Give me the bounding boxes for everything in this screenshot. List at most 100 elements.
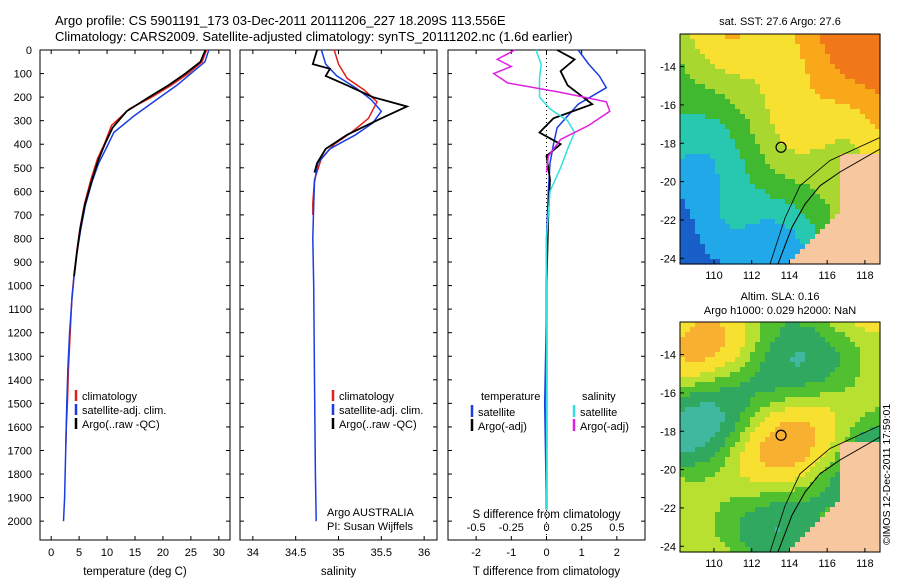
map-cell xyxy=(760,512,766,518)
map-cell xyxy=(750,392,756,398)
map-cell xyxy=(820,397,826,403)
map-cell xyxy=(775,417,781,423)
map-cell xyxy=(790,259,796,265)
map-cell xyxy=(840,134,846,140)
map-cell xyxy=(745,357,751,363)
map-cell xyxy=(705,109,711,115)
map-cell xyxy=(805,417,811,423)
map-cell xyxy=(760,467,766,473)
map-cell xyxy=(790,362,796,368)
map-cell xyxy=(870,377,876,383)
map-cell xyxy=(755,502,761,508)
map-cell xyxy=(865,124,871,130)
map-cell xyxy=(830,417,836,423)
map-cell xyxy=(690,452,696,458)
map-cell xyxy=(815,109,821,115)
map-cell xyxy=(770,372,776,378)
map-cell xyxy=(775,164,781,170)
map-cell xyxy=(830,362,836,368)
map-cell xyxy=(770,69,776,75)
map-cell xyxy=(865,382,871,388)
map-cell xyxy=(875,362,881,368)
map-cell xyxy=(695,114,701,120)
map-cell xyxy=(780,427,786,433)
map-cell xyxy=(810,184,816,190)
map-cell xyxy=(760,254,766,260)
map-cell xyxy=(800,512,806,518)
map-cell xyxy=(795,244,801,250)
map-cell xyxy=(740,129,746,135)
depth-tick-label: 1300 xyxy=(8,351,32,363)
map-cell xyxy=(850,442,856,448)
map-cell xyxy=(805,507,811,513)
map-cell xyxy=(785,347,791,353)
map-cell xyxy=(845,447,851,453)
map-cell xyxy=(725,114,731,120)
map-cell xyxy=(725,124,731,130)
map-cell xyxy=(830,49,836,55)
map-cell xyxy=(860,134,866,140)
map-cell xyxy=(850,362,856,368)
map-cell xyxy=(725,367,731,373)
map-cell xyxy=(700,184,706,190)
map-cell xyxy=(845,497,851,503)
map-cell xyxy=(770,114,776,120)
map-cell xyxy=(735,119,741,125)
map-cell xyxy=(860,532,866,538)
map-cell xyxy=(860,74,866,80)
map-cell xyxy=(755,332,761,338)
map-cell xyxy=(745,547,751,553)
map-cell xyxy=(820,327,826,333)
map-cell xyxy=(700,239,706,245)
map-cell xyxy=(845,164,851,170)
map-cell xyxy=(850,532,856,538)
map-cell xyxy=(805,322,811,328)
map-cell xyxy=(860,347,866,353)
map-cell xyxy=(870,39,876,45)
map-cell xyxy=(870,472,876,478)
map-cell xyxy=(695,437,701,443)
map-cell xyxy=(840,422,846,428)
map-cell xyxy=(715,34,721,40)
map-cell xyxy=(850,94,856,100)
s-diff-tick-label: 0.5 xyxy=(609,522,624,534)
map-cell xyxy=(745,352,751,358)
map-cell xyxy=(775,79,781,85)
map-cell xyxy=(700,174,706,180)
map-cell xyxy=(690,457,696,463)
map-cell xyxy=(690,422,696,428)
map-cell xyxy=(745,144,751,150)
map-cell xyxy=(815,99,821,105)
map-cell xyxy=(870,49,876,55)
map-cell xyxy=(720,214,726,220)
map-cell xyxy=(825,397,831,403)
map-cell xyxy=(695,377,701,383)
map-cell xyxy=(720,104,726,110)
map-cell xyxy=(765,422,771,428)
map-cell xyxy=(870,407,876,413)
map-cell xyxy=(685,452,691,458)
map-cell xyxy=(775,377,781,383)
map-cell xyxy=(765,39,771,45)
map-cell xyxy=(690,189,696,195)
map-cell xyxy=(775,452,781,458)
map-cell xyxy=(740,89,746,95)
map-cell xyxy=(820,502,826,508)
map-cell xyxy=(845,417,851,423)
map-cell xyxy=(855,467,861,473)
map-cell xyxy=(765,372,771,378)
map-cell xyxy=(795,139,801,145)
map-cell xyxy=(745,327,751,333)
map-cell xyxy=(855,39,861,45)
map-cell xyxy=(795,129,801,135)
map-cell xyxy=(755,259,761,265)
map-cell xyxy=(725,442,731,448)
map-cell xyxy=(735,89,741,95)
map-cell xyxy=(805,214,811,220)
map-cell xyxy=(775,532,781,538)
map-cell xyxy=(725,332,731,338)
map-cell xyxy=(850,467,856,473)
map-cell xyxy=(830,447,836,453)
map-cell xyxy=(795,134,801,140)
map-cell xyxy=(695,199,701,205)
